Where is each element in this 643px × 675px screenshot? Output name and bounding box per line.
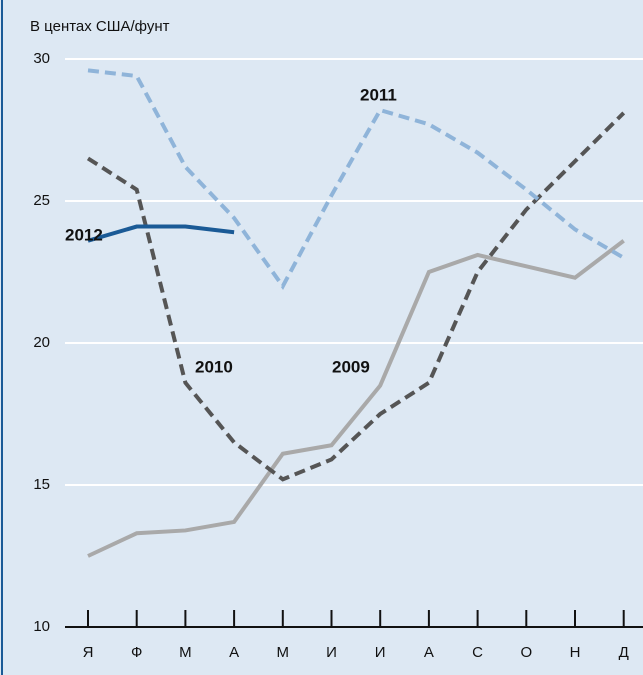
series-label: 2010	[195, 357, 233, 376]
series-label: 2011	[360, 85, 397, 104]
series-line	[87, 224, 235, 243]
x-tick-label: С	[472, 644, 483, 661]
x-tick-label: И	[326, 644, 337, 661]
series-label: 2009	[332, 357, 370, 376]
y-tick-label: 15	[33, 476, 50, 493]
series-label: 2012	[65, 225, 103, 244]
x-tick-label: Ф	[131, 644, 142, 661]
x-tick-label: А	[229, 644, 239, 661]
series-line	[86, 111, 626, 482]
x-tick-label: Д	[619, 644, 629, 661]
y-axis-label: В центах США/фунт	[30, 18, 170, 35]
x-tick-label: М	[179, 644, 192, 661]
x-tick-label: О	[520, 644, 532, 661]
x-tick-label: А	[424, 644, 434, 661]
x-tick-label: Н	[570, 644, 581, 661]
x-tick-label: М	[277, 644, 290, 661]
x-tick-label: Я	[83, 644, 94, 661]
series-line	[87, 68, 625, 290]
series-line	[87, 239, 625, 558]
y-tick-label: 10	[33, 618, 50, 635]
y-tick-label: 20	[33, 334, 50, 351]
y-tick-label: 25	[33, 192, 50, 209]
y-tick-label: 30	[33, 50, 50, 67]
x-tick-label: И	[375, 644, 386, 661]
